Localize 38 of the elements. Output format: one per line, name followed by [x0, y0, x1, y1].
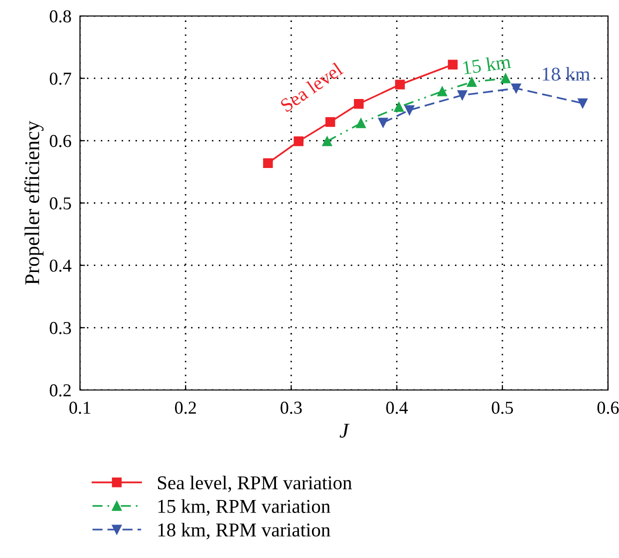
point	[437, 86, 448, 96]
legend-label: 18 km, RPM variation	[158, 522, 330, 540]
point	[294, 136, 304, 146]
y-tick-label: 0.3	[50, 322, 71, 334]
y-tick-label: 0.7	[50, 72, 72, 85]
y-tick-label: 0.4	[50, 260, 72, 272]
point	[322, 136, 332, 146]
point	[394, 102, 404, 112]
point	[354, 99, 364, 109]
point	[448, 60, 458, 70]
y-tick-label: 0.6	[50, 134, 72, 148]
x-tick-label: 0.6	[597, 402, 619, 414]
point	[356, 118, 366, 128]
point	[511, 83, 521, 94]
y-tick-label: 0.8	[50, 10, 71, 23]
point	[500, 73, 510, 84]
x-tick-label: 0.3	[280, 402, 302, 414]
point	[404, 105, 414, 115]
point	[457, 90, 468, 100]
point	[263, 158, 273, 168]
x-axis-title: J	[340, 424, 350, 438]
annotation: 18 km	[542, 67, 590, 81]
x-tick-label: 0.1	[69, 402, 90, 414]
point	[395, 80, 405, 90]
x-tick-label: 0.5	[492, 402, 513, 414]
point	[578, 98, 588, 108]
legend-label: 15 km, RPM variation	[158, 499, 330, 516]
y-tick-label: 0.2	[50, 384, 71, 397]
y-axis-title: Propeller efficiency	[24, 120, 44, 285]
point	[378, 118, 388, 128]
y-tick-label: 0.5	[50, 197, 71, 210]
x-tick-label: 0.2	[175, 402, 196, 414]
x-tick-label: 0.4	[386, 402, 408, 414]
annotation: 15 km	[462, 54, 512, 74]
annotation: Sea level	[279, 62, 344, 112]
legend-label: Sea level, RPM variation	[158, 476, 352, 492]
point	[325, 117, 336, 127]
point	[466, 77, 477, 87]
